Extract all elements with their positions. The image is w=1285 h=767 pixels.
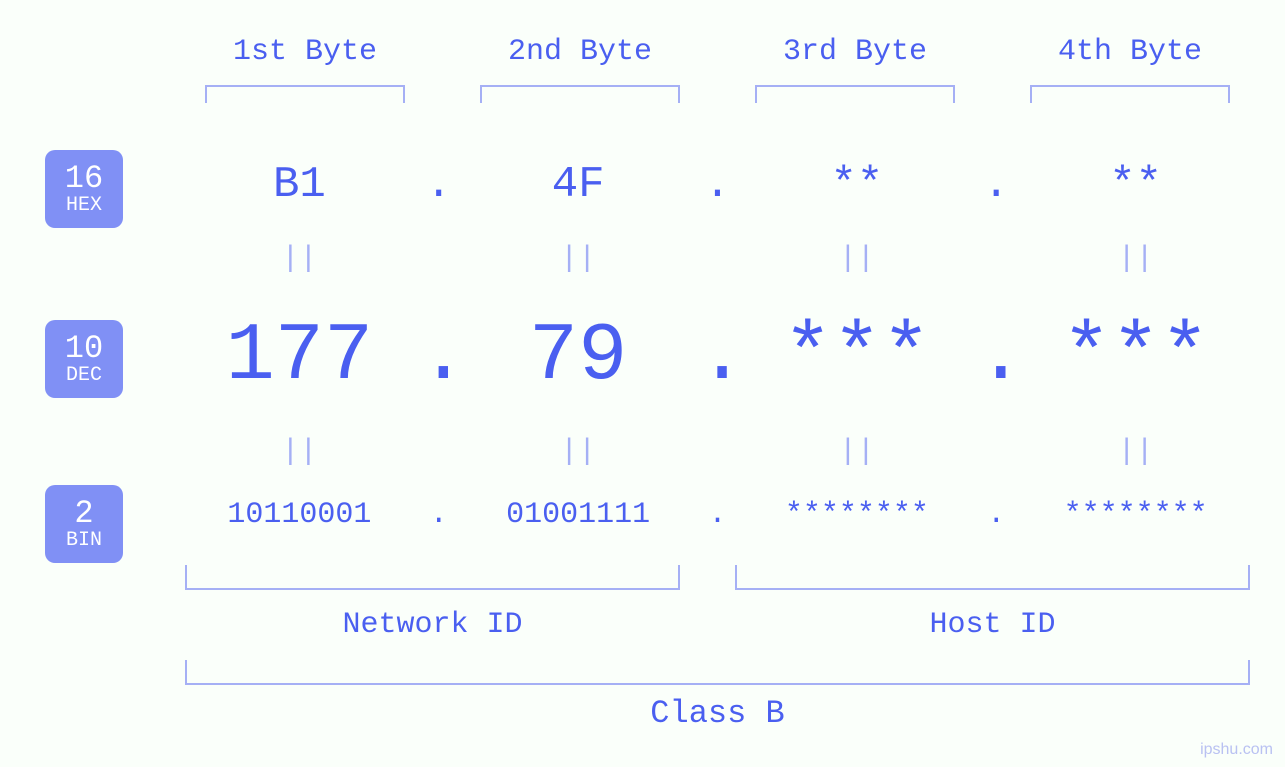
eq-1-4: || (1016, 242, 1255, 276)
bin-b3: ******** (738, 498, 977, 532)
network-id-label: Network ID (185, 608, 680, 642)
eq-row-1: || || || || (180, 242, 1255, 276)
badge-hex-num: 16 (65, 162, 103, 196)
class-label: Class B (185, 695, 1250, 732)
class-bracket (185, 660, 1250, 685)
eq-2-3: || (738, 435, 977, 469)
eq-2-4: || (1016, 435, 1255, 469)
dec-b3: *** (738, 310, 977, 403)
byte-header-2: 2nd Byte (460, 35, 700, 69)
network-id-bracket (185, 565, 680, 590)
badge-hex: 16 HEX (45, 150, 123, 228)
badge-hex-lbl: HEX (66, 195, 102, 216)
badge-dec-num: 10 (65, 332, 103, 366)
hex-row: B1 . 4F . ** . ** (180, 160, 1255, 210)
dec-row: 177 . 79 . *** . *** (180, 310, 1255, 403)
top-bracket-2 (480, 85, 680, 103)
badge-dec-lbl: DEC (66, 365, 102, 386)
bin-b4: ******** (1016, 498, 1255, 532)
bin-dot-3: . (976, 498, 1016, 532)
eq-1-3: || (738, 242, 977, 276)
hex-b1: B1 (180, 160, 419, 210)
host-id-bracket (735, 565, 1250, 590)
watermark: ipshu.com (1200, 741, 1273, 759)
bin-dot-2: . (698, 498, 738, 532)
bin-dot-1: . (419, 498, 459, 532)
eq-2-1: || (180, 435, 419, 469)
eq-row-2: || || || || (180, 435, 1255, 469)
dec-b4: *** (1016, 310, 1255, 403)
host-id-label: Host ID (735, 608, 1250, 642)
dec-dot-2: . (698, 310, 738, 403)
hex-dot-1: . (419, 160, 459, 210)
top-bracket-1 (205, 85, 405, 103)
top-bracket-4 (1030, 85, 1230, 103)
byte-header-1: 1st Byte (185, 35, 425, 69)
hex-b4: ** (1016, 160, 1255, 210)
hex-b3: ** (738, 160, 977, 210)
eq-1-2: || (459, 242, 698, 276)
dec-b1: 177 (180, 310, 419, 403)
badge-bin: 2 BIN (45, 485, 123, 563)
top-bracket-3 (755, 85, 955, 103)
dec-b2: 79 (459, 310, 698, 403)
dec-dot-3: . (976, 310, 1016, 403)
byte-header-3: 3rd Byte (735, 35, 975, 69)
byte-header-4: 4th Byte (1010, 35, 1250, 69)
bin-row: 10110001 . 01001111 . ******** . *******… (180, 498, 1255, 532)
bin-b1: 10110001 (180, 498, 419, 532)
badge-bin-lbl: BIN (66, 530, 102, 551)
badge-bin-num: 2 (74, 497, 93, 531)
bin-b2: 01001111 (459, 498, 698, 532)
eq-1-1: || (180, 242, 419, 276)
hex-dot-3: . (976, 160, 1016, 210)
dec-dot-1: . (419, 310, 459, 403)
eq-2-2: || (459, 435, 698, 469)
hex-dot-2: . (698, 160, 738, 210)
hex-b2: 4F (459, 160, 698, 210)
badge-dec: 10 DEC (45, 320, 123, 398)
